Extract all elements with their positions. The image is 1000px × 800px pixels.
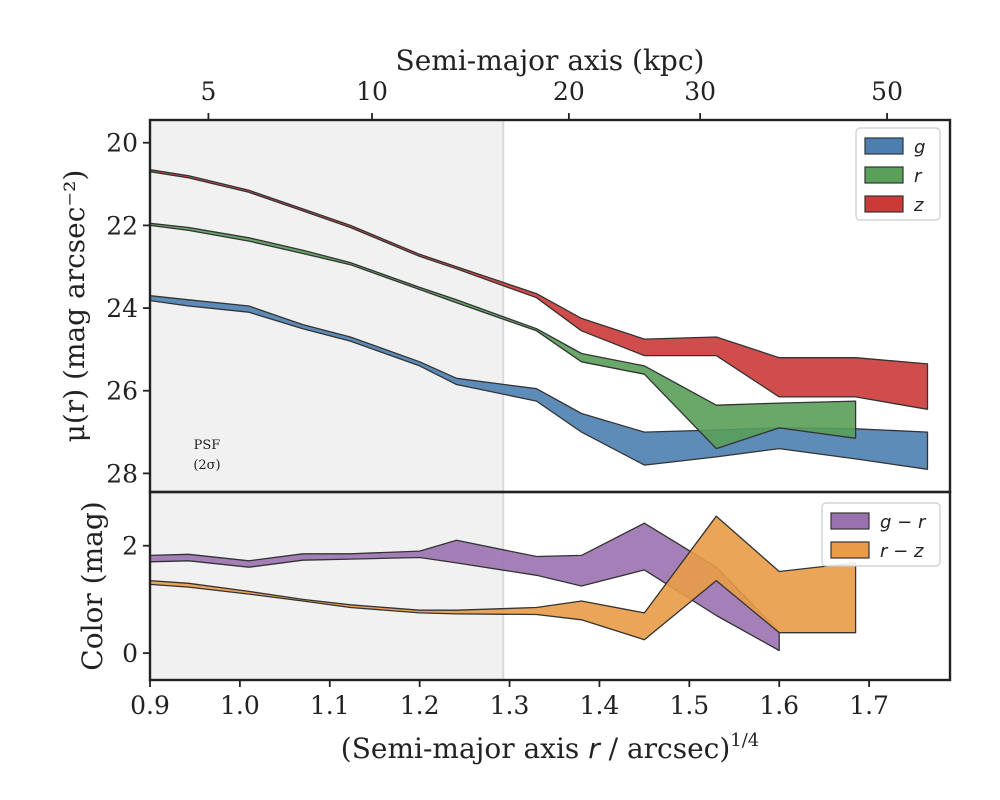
psf-region	[150, 120, 504, 680]
x-axis-label-main: (Semi-major axis	[341, 732, 588, 765]
color-legend-label-part: −	[887, 541, 914, 562]
profile-legend-swatch	[864, 137, 904, 155]
x-axis-label-sup: 1/4	[730, 730, 759, 751]
kpc-tick-label: 10	[356, 77, 388, 106]
profile-legend-label-part: z	[913, 195, 924, 216]
xtick-label: 1.6	[759, 691, 799, 720]
profile-ytick-label: 26	[106, 377, 138, 406]
color-legend-label-part: r	[918, 512, 927, 533]
color-ytick-label: 2	[122, 532, 138, 561]
xtick-label: 0.9	[130, 691, 170, 720]
color-frame	[148, 490, 952, 682]
profile-ytick-label: 24	[106, 294, 138, 323]
color-legend-label-part: z	[913, 541, 924, 562]
psf-label-sigma: (2σ)	[193, 458, 220, 473]
x-axis-label-rest: / arcsec)	[600, 732, 731, 765]
profile-legend-swatch	[864, 195, 904, 213]
profile-r-band	[150, 222, 857, 450]
profile-legend-label-part: g	[914, 137, 925, 158]
xtick-label: 1.3	[490, 691, 530, 720]
color-ylabel: Color (mag)	[76, 501, 109, 670]
kpc-tick-label: 50	[871, 77, 903, 106]
color-legend-label-part: −	[891, 512, 918, 533]
x-axis-label-var: r	[588, 732, 601, 765]
psf-label: PSF	[194, 438, 221, 453]
xtick-label: 1.2	[400, 691, 440, 720]
kpc-tick-label: 30	[684, 77, 716, 106]
profile-legend-label-part: r	[914, 166, 923, 187]
color-g-r-band	[150, 522, 780, 652]
color-legend-label-part: r	[880, 541, 889, 562]
profile-legend-label: r	[914, 166, 923, 187]
profile-g-band	[150, 295, 929, 470]
color-legend-label: g − r	[880, 512, 927, 533]
profile-bands	[150, 168, 929, 470]
profile-ytick-label: 22	[106, 211, 138, 240]
kpc-tick-label: 20	[553, 77, 585, 106]
xtick-label: 1.4	[580, 691, 620, 720]
color-bands	[150, 515, 857, 652]
xtick-label: 1.0	[220, 691, 260, 720]
profile-legend-label: z	[913, 195, 924, 216]
color-r-z-band	[150, 515, 857, 641]
color-legend-label: r − z	[880, 541, 924, 562]
profile-ylabel: μ(r) (mag arcsec⁻²)	[58, 170, 91, 443]
kpc-tick-label: 5	[200, 77, 216, 106]
profile-legend-swatch	[864, 166, 904, 184]
color-legend-label-part: g	[880, 512, 891, 533]
color-legend-swatch	[830, 512, 870, 530]
profile-ytick-label: 20	[106, 129, 138, 158]
color-legend-swatch	[830, 541, 870, 559]
profile-legend-label: g	[914, 137, 925, 158]
xtick-label: 1.1	[310, 691, 350, 720]
xtick-label: 1.7	[849, 691, 889, 720]
kpc-axis-label: Semi-major axis (kpc)	[396, 44, 705, 77]
profile-ytick-label: 28	[106, 459, 138, 488]
x-axis-label: (Semi-major axis r / arcsec)1/4	[341, 730, 759, 765]
profile-z-band	[150, 168, 929, 410]
xtick-label: 1.5	[669, 691, 709, 720]
color-ytick-label: 0	[122, 639, 138, 668]
